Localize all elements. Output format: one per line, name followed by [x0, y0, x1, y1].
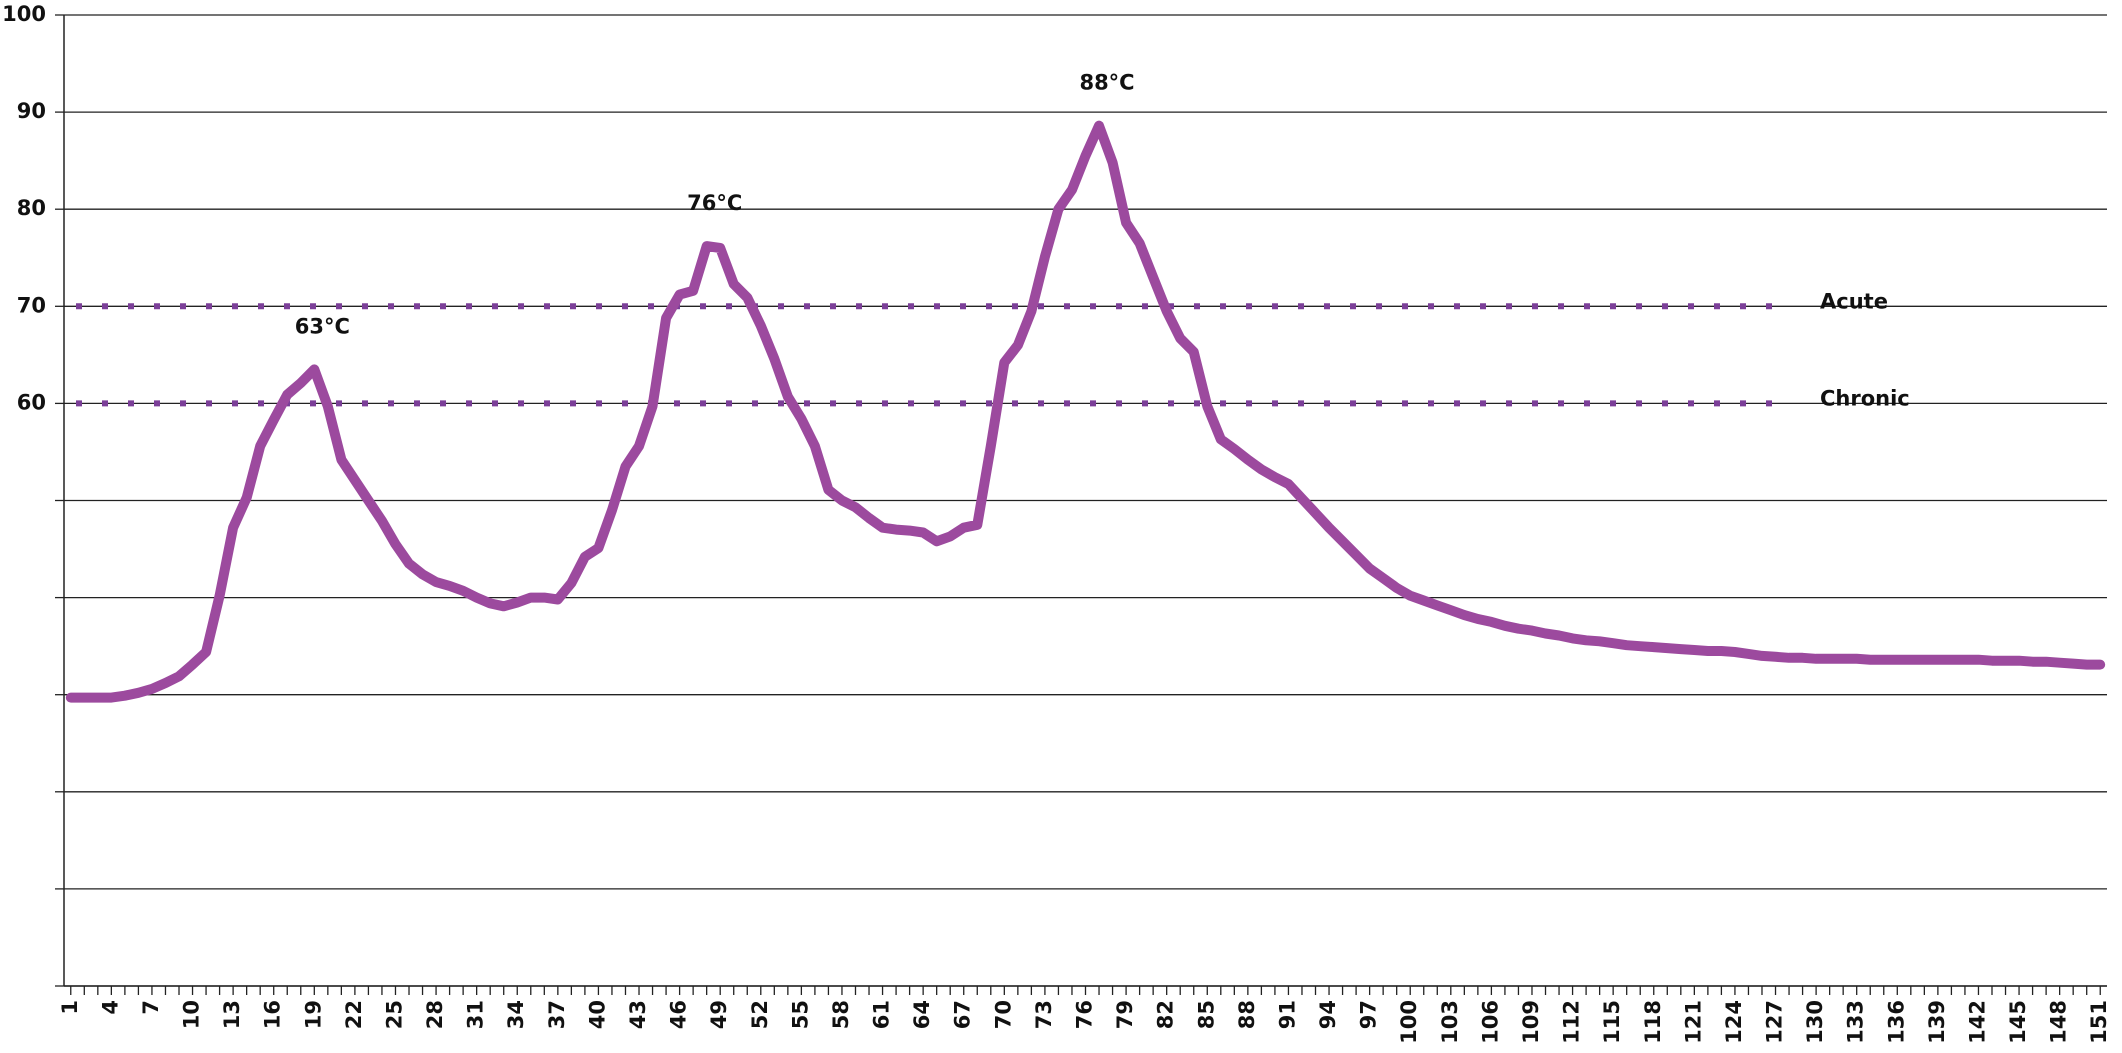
x-tick-label: 22: [342, 1000, 366, 1029]
x-tick-label: 25: [382, 1000, 406, 1029]
x-tick-label: 55: [788, 1000, 812, 1029]
x-tick-label: 88: [1235, 1000, 1259, 1029]
x-tick-label: 46: [667, 1000, 691, 1029]
y-tick-label: 60: [17, 390, 46, 414]
x-tick-label: 64: [910, 1000, 934, 1029]
peak-annotation: 63°C: [295, 314, 350, 338]
x-tick-label: 49: [707, 1000, 731, 1029]
x-tick-label: 40: [585, 1000, 609, 1029]
peak-annotation: 88°C: [1079, 71, 1134, 95]
x-tick-label: 97: [1357, 1000, 1381, 1029]
peak-annotation: 76°C: [687, 191, 742, 215]
x-tick-label: 70: [991, 1000, 1015, 1029]
data-line: [65, 120, 2106, 703]
x-tick-label: 118: [1641, 1000, 1665, 1044]
y-tick-label: 100: [2, 2, 46, 26]
x-tick-label: 58: [829, 1000, 853, 1029]
reference-label: Acute: [1820, 289, 1888, 313]
x-tick-label: 151: [2087, 1000, 2111, 1044]
x-tick-label: 10: [180, 1000, 204, 1029]
x-tick-label: 127: [1763, 1000, 1787, 1044]
x-tick-label: 76: [1073, 1000, 1097, 1029]
x-tick-label: 121: [1681, 1000, 1705, 1044]
x-tick-label: 73: [1032, 1000, 1056, 1029]
x-tick-label: 85: [1194, 1000, 1218, 1029]
x-tick-label: 130: [1803, 1000, 1827, 1044]
x-tick-label: 136: [1884, 1000, 1908, 1044]
reference-label: Chronic: [1820, 386, 1910, 410]
x-tick-label: 103: [1438, 1000, 1462, 1044]
x-tick-label: 13: [220, 1000, 244, 1029]
x-tick-label: 112: [1560, 1000, 1584, 1044]
x-tick-label: 106: [1478, 1000, 1502, 1044]
y-tick-label: 80: [17, 196, 46, 220]
x-tick-label: 148: [2047, 1000, 2071, 1044]
x-tick-label: 61: [870, 1000, 894, 1029]
x-tick-label: 115: [1600, 1000, 1624, 1044]
x-tick-label: 7: [139, 1000, 163, 1015]
x-tick-label: 43: [626, 1000, 650, 1029]
x-tick-label: 37: [545, 1000, 569, 1029]
x-tick-label: 109: [1519, 1000, 1543, 1044]
x-tick-label: 1: [58, 1000, 82, 1015]
x-tick-label: 28: [423, 1000, 447, 1029]
x-tick-label: 145: [2006, 1000, 2030, 1044]
x-tick-label: 79: [1113, 1000, 1137, 1029]
x-tick-label: 31: [464, 1000, 488, 1029]
x-tick-label: 82: [1154, 1000, 1178, 1029]
x-tick-label: 16: [261, 1000, 285, 1029]
x-tick-label: 91: [1275, 1000, 1299, 1029]
x-tick-label: 34: [504, 1000, 528, 1029]
x-tick-label: 52: [748, 1000, 772, 1029]
x-tick-label: 124: [1722, 1000, 1746, 1044]
x-tick-label: 139: [1925, 1000, 1949, 1044]
x-tick-label: 67: [951, 1000, 975, 1029]
x-tick-label: 4: [98, 1000, 122, 1015]
y-tick-label: 70: [17, 293, 46, 317]
x-tick-label: 142: [1965, 1000, 1989, 1044]
y-tick-label: 90: [17, 99, 46, 123]
x-tick-label: 19: [301, 1000, 325, 1029]
x-tick-label: 133: [1844, 1000, 1868, 1044]
x-tick-label: 94: [1316, 1000, 1340, 1029]
x-tick-label: 100: [1397, 1000, 1421, 1044]
